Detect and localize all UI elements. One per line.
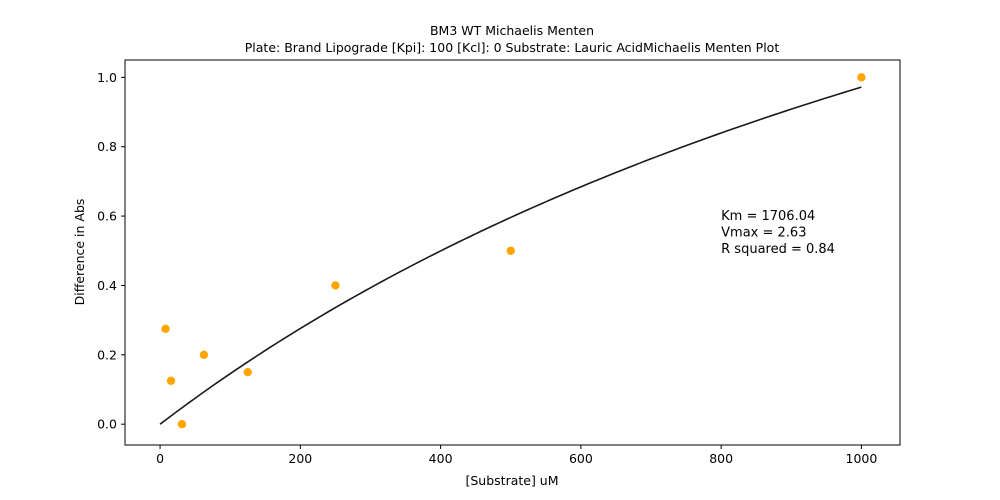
y-tick-label: 1.0 [97, 70, 117, 85]
data-point-2 [177, 419, 187, 429]
plot-area [159, 73, 866, 429]
y-tick-label: 0.4 [97, 278, 117, 293]
x-axis: 0 200 400 600 800 1000 [156, 445, 877, 466]
x-tick-label: 400 [429, 451, 453, 466]
x-tick-label: 800 [709, 451, 733, 466]
y-axis-label: Difference in Abs [72, 199, 87, 306]
y-axis: 0.0 0.2 0.4 0.6 0.8 1.0 [97, 70, 125, 432]
chart-subtitle: Plate: Brand Lipograde [Kpi]: 100 [Kcl]:… [245, 40, 780, 55]
x-tick-label: 600 [569, 451, 593, 466]
data-point-4 [243, 367, 252, 377]
data-point-7 [857, 73, 866, 82]
data-point-5 [331, 281, 340, 290]
data-point-3 [199, 350, 209, 360]
y-tick-label: 0.2 [97, 347, 117, 362]
fit-annotation: Km = 1706.04 Vmax = 2.63R squared = 0.84 [721, 209, 835, 257]
x-tick-label: 200 [288, 451, 312, 466]
y-tick-label: 0.6 [97, 209, 117, 224]
x-axis-label: [Substrate] uM [465, 473, 558, 488]
annotation-line-0: Km = 1706.04 [721, 209, 815, 224]
y-tick-label: 0.8 [97, 139, 117, 154]
annotation-line-1: Vmax = 2.63 [721, 226, 806, 241]
x-tick-label: 1000 [846, 451, 878, 466]
axes-frame [124, 59, 901, 446]
annotation-line-2: R squared = 0.84 [721, 242, 835, 257]
chart-title: BM3 WT Michaelis Menten [430, 23, 594, 38]
fit-curve [159, 86, 862, 425]
data-point-0 [161, 324, 170, 334]
data-point-6 [506, 246, 515, 255]
data-point-1 [166, 376, 176, 386]
x-tick-label: 0 [156, 451, 164, 466]
y-tick-label: 0.0 [97, 417, 117, 432]
